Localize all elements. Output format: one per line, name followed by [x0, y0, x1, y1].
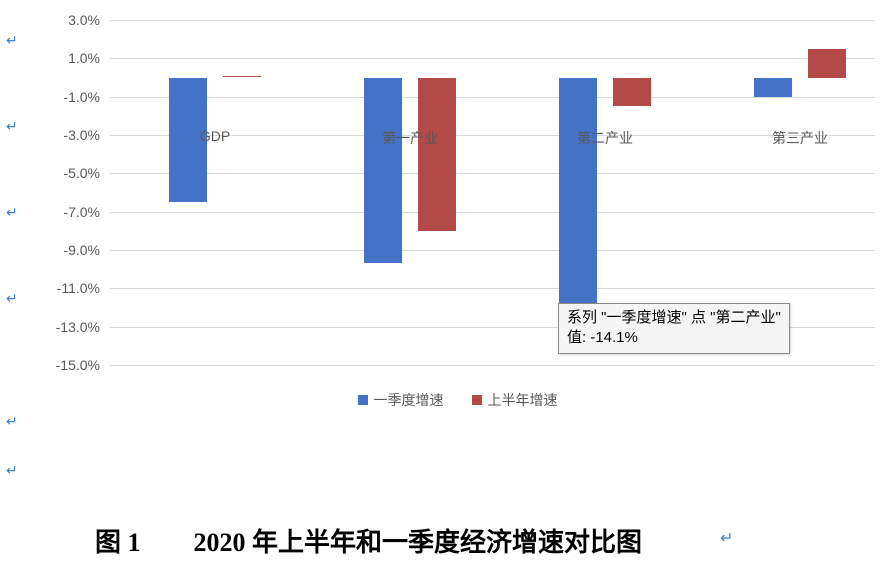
- y-tick-label: -11.0%: [30, 280, 100, 296]
- x-tick-label: 第一产业: [360, 128, 460, 148]
- bar[interactable]: [613, 78, 651, 107]
- paragraph-mark: ↵: [6, 290, 18, 307]
- legend: 一季度增速 上半年增速: [35, 390, 880, 410]
- legend-item: 上半年增速: [472, 390, 558, 410]
- y-tick-label: 3.0%: [30, 12, 100, 28]
- gridline: [110, 288, 875, 289]
- bar[interactable]: [418, 78, 456, 231]
- paragraph-mark: ↵: [6, 118, 18, 135]
- tooltip-line2: 值: -14.1%: [567, 328, 781, 348]
- paragraph-mark: ↵: [6, 204, 18, 221]
- legend-swatch: [358, 395, 368, 405]
- x-tick-label: 第二产业: [555, 128, 655, 148]
- legend-swatch: [472, 395, 482, 405]
- tooltip-line1: 系列 "一季度增速" 点 "第二产业": [567, 308, 781, 328]
- y-tick-label: -3.0%: [30, 127, 100, 143]
- y-tick-label: -5.0%: [30, 165, 100, 181]
- gridline: [110, 58, 875, 59]
- gridline: [110, 365, 875, 366]
- chart: -15.0%-13.0%-11.0%-9.0%-7.0%-5.0%-3.0%-1…: [35, 10, 880, 430]
- y-tick-label: -13.0%: [30, 319, 100, 335]
- y-tick-label: -15.0%: [30, 357, 100, 373]
- figure-caption-text: 2020 年上半年和一季度经济增速对比图: [194, 528, 643, 557]
- figure-label: 图 1: [95, 528, 141, 557]
- figure-caption: 图 1 2020 年上半年和一季度经济增速对比图: [95, 522, 642, 559]
- data-tooltip: 系列 "一季度增速" 点 "第二产业" 值: -14.1%: [558, 303, 790, 354]
- legend-item: 一季度增速: [358, 390, 444, 410]
- paragraph-mark: ↵: [6, 462, 18, 479]
- bar[interactable]: [754, 78, 792, 97]
- y-tick-label: -7.0%: [30, 204, 100, 220]
- gridline: [110, 173, 875, 174]
- bar[interactable]: [223, 76, 261, 78]
- gridline: [110, 20, 875, 21]
- paragraph-mark: ↵: [720, 528, 733, 548]
- x-tick-label: 第三产业: [750, 128, 850, 148]
- x-tick-label: GDP: [165, 128, 265, 144]
- y-tick-label: -9.0%: [30, 242, 100, 258]
- bar[interactable]: [808, 49, 846, 78]
- bar[interactable]: [364, 78, 402, 264]
- paragraph-mark: ↵: [6, 413, 18, 430]
- gridline: [110, 212, 875, 213]
- legend-label: 上半年增速: [488, 390, 558, 410]
- gridline: [110, 97, 875, 98]
- legend-label: 一季度增速: [374, 390, 444, 410]
- y-tick-label: 1.0%: [30, 50, 100, 66]
- y-tick-label: -1.0%: [30, 89, 100, 105]
- paragraph-mark: ↵: [6, 32, 18, 49]
- gridline: [110, 250, 875, 251]
